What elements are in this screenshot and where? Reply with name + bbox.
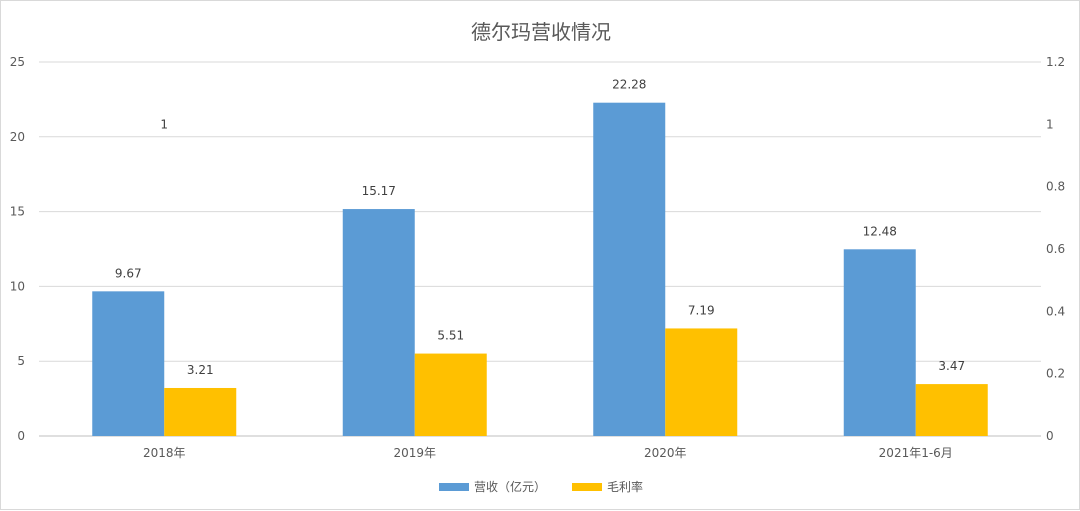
x-tick-label: 2020年 [644, 446, 687, 460]
y-left-tick-label: 10 [10, 279, 25, 293]
legend-label-revenue: 营收（亿元） [474, 479, 546, 494]
chart-title: 德尔玛营收情况 [471, 20, 611, 44]
y-right-tick-label: 0.6 [1046, 242, 1065, 256]
y-left-tick-label: 0 [17, 429, 25, 443]
left-axis: 0 5 10 15 20 25 [10, 55, 25, 443]
margin-bar [414, 353, 487, 436]
margin-data-label: 7.19 [688, 303, 715, 317]
secondary-axis-data-label: 1 [160, 117, 168, 131]
revenue-bar [342, 209, 415, 436]
y-left-tick-label: 15 [10, 205, 25, 219]
y-left-tick-label: 5 [17, 354, 25, 368]
x-axis: 2018年 2019年 2020年 2021年1-6月 [143, 446, 953, 460]
margin-data-label: 3.47 [938, 359, 965, 373]
y-left-tick-label: 20 [10, 130, 25, 144]
y-right-tick-label: 0.4 [1046, 304, 1065, 318]
revenue-bar [92, 291, 165, 436]
revenue-data-label: 15.17 [362, 184, 396, 198]
revenue-bar [843, 249, 916, 436]
x-tick-label: 2021年1-6月 [879, 446, 953, 460]
y-left-tick-label: 25 [10, 55, 25, 69]
revenue-bar [593, 102, 666, 437]
margin-bar [164, 387, 237, 436]
margin-bar [915, 384, 988, 436]
margin-bar [665, 328, 738, 436]
revenue-data-label: 22.28 [612, 78, 646, 92]
x-tick-label: 2018年 [143, 446, 186, 460]
revenue-data-label: 9.67 [115, 266, 142, 280]
y-right-tick-label: 0.2 [1046, 367, 1065, 381]
legend-swatch-revenue [439, 483, 469, 491]
y-right-tick-label: 0.8 [1046, 180, 1065, 194]
margin-data-label: 3.21 [187, 363, 214, 377]
legend-label-margin: 毛利率 [607, 479, 643, 494]
y-right-tick-label: 0 [1046, 429, 1054, 443]
margin-data-label: 5.51 [437, 329, 464, 343]
x-tick-label: 2019年 [393, 446, 436, 460]
y-right-tick-label: 1.2 [1046, 55, 1065, 69]
revenue-data-label: 12.48 [863, 224, 897, 238]
labels-layer: 9.67 3.21 15.17 5.51 22.28 7.19 12.48 3.47 1 [115, 78, 965, 377]
y-right-tick-label: 1 [1046, 117, 1054, 131]
legend-swatch-margin [572, 483, 602, 491]
legend: 营收（亿元） 毛利率 [439, 479, 643, 494]
right-axis: 0 0.2 0.4 0.6 0.8 1 1.2 [1046, 55, 1065, 443]
bars-layer [92, 102, 988, 437]
